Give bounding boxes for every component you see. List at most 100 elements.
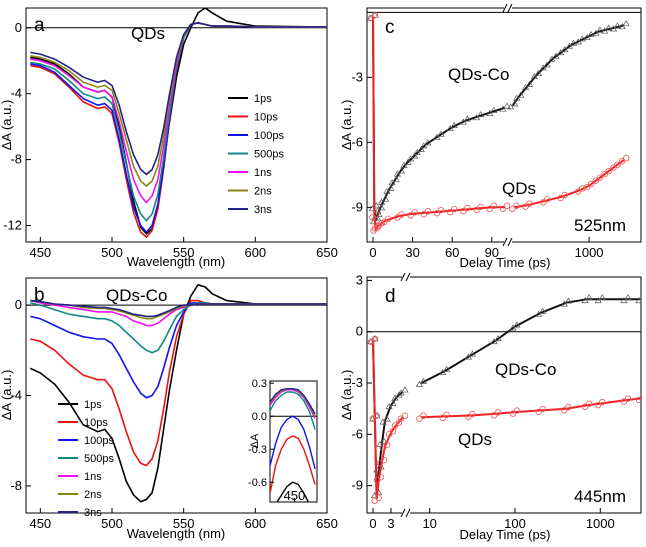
data-point-QDs bbox=[460, 207, 467, 215]
legend-label-10ps: 10ps bbox=[254, 112, 278, 124]
data-point-QDs bbox=[619, 157, 626, 165]
data-point-QDs-Co bbox=[388, 179, 396, 186]
data-point-QDs bbox=[439, 414, 446, 422]
panel-d-data bbox=[367, 294, 641, 505]
legend-label-2ns: 2ns bbox=[84, 489, 102, 501]
data-point-QDs bbox=[371, 497, 378, 505]
x-tick-label: 30 bbox=[405, 245, 419, 260]
data-point-QDs-Co bbox=[383, 415, 391, 422]
panel-d-xlabel: Delay Time (ps) bbox=[459, 527, 550, 542]
fit-line-QDs-1 bbox=[421, 397, 641, 419]
data-point-QDs-Co bbox=[401, 386, 409, 393]
fit-line-QDs-Co-0 bbox=[372, 16, 506, 221]
data-point-QDs-Co bbox=[417, 145, 425, 152]
data-point-QDs-Co bbox=[564, 297, 572, 304]
data-point-QDs-Co bbox=[420, 142, 428, 149]
panel-a-series-lines bbox=[30, 8, 327, 239]
data-point-QDs-Co bbox=[592, 29, 600, 36]
data-point-QDs-Co bbox=[513, 94, 521, 101]
x-tick-label: 650 bbox=[316, 516, 338, 531]
data-point-QDs-Co bbox=[419, 377, 428, 384]
data-point-QDs-Co bbox=[605, 24, 613, 31]
x-tick-label: 500 bbox=[101, 516, 123, 531]
data-point-QDs bbox=[371, 11, 379, 19]
panel-c-ylabel: ΔA (a.u.) bbox=[339, 100, 354, 151]
data-point-QDs-Co bbox=[539, 64, 547, 71]
data-point-QDs bbox=[465, 413, 472, 421]
x-tick-label: 0 bbox=[369, 516, 376, 531]
data-point-QDs bbox=[369, 214, 376, 221]
data-point-QDs bbox=[376, 459, 384, 467]
y-tick-label: -12 bbox=[3, 218, 22, 233]
y-tick-label: -8 bbox=[10, 478, 22, 493]
series-line-3ns bbox=[30, 299, 327, 318]
panel-c-annotation: 525nm bbox=[574, 216, 626, 235]
data-point-QDs bbox=[367, 338, 375, 345]
data-point-QDs-Co bbox=[404, 158, 412, 165]
data-point-QDs bbox=[561, 406, 568, 414]
data-point-QDs-Co bbox=[439, 368, 447, 375]
data-point-QDs bbox=[543, 196, 551, 203]
data-point-QDs bbox=[433, 209, 441, 217]
data-point-QDs bbox=[401, 412, 409, 419]
y-tick-label: -6 bbox=[351, 134, 363, 149]
data-point-QDs bbox=[561, 191, 568, 199]
data-point-QDs-Co bbox=[517, 91, 525, 98]
data-point-QDs-Co bbox=[543, 61, 551, 68]
panel-b: 450 500 550 600 650 0 -4 -8 b QDs-Co Wavelength… bbox=[0, 277, 338, 541]
data-point-QDs-Co bbox=[530, 72, 538, 80]
data-point-QDs-Co bbox=[415, 380, 424, 387]
data-point-QDs-Co bbox=[583, 33, 591, 41]
x-tick-label: 1000 bbox=[586, 516, 615, 531]
x-tick-label: 600 bbox=[244, 245, 266, 260]
data-point-QDs-Co bbox=[490, 338, 498, 345]
data-point-QDs-Co bbox=[534, 69, 542, 77]
panel-b-axes: 450 500 550 600 650 0 -4 -8 bbox=[10, 297, 337, 531]
inset-series-line-100ps bbox=[270, 415, 316, 470]
panel-b-letter: b bbox=[34, 285, 45, 306]
data-point-QDs-Co bbox=[459, 118, 468, 125]
data-point-QDs bbox=[469, 410, 476, 418]
y-tick-label: -9 bbox=[351, 478, 363, 493]
data-point-QDs-Co bbox=[373, 207, 382, 214]
axis-break-mark bbox=[502, 237, 508, 247]
legend-label-3ns: 3ns bbox=[84, 507, 102, 519]
x-tick-label: 10 bbox=[422, 516, 436, 531]
data-point-QDs bbox=[447, 208, 454, 216]
data-point-QDs bbox=[367, 14, 375, 22]
data-point-QDs bbox=[624, 395, 632, 402]
x-tick-label: 600 bbox=[244, 516, 266, 531]
data-point-QDs-Co bbox=[490, 106, 498, 113]
data-point-QDs bbox=[503, 202, 511, 210]
data-point-QDs-Co bbox=[391, 394, 399, 401]
data-point-QDs-Co bbox=[393, 170, 402, 177]
data-point-QDs-Co bbox=[381, 195, 390, 202]
x-tick-label: 450 bbox=[29, 516, 51, 531]
data-point-QDs-Co bbox=[406, 155, 415, 162]
data-point-QDs bbox=[490, 412, 498, 419]
panel-b-xlabel: Wavelength (nm) bbox=[127, 526, 226, 541]
y-tick-label: -3 bbox=[351, 69, 363, 84]
data-point-QDs bbox=[581, 403, 589, 410]
data-point-QDs bbox=[509, 205, 516, 213]
data-point-QDs-Co bbox=[374, 215, 382, 222]
data-point-QDs-Co bbox=[395, 391, 403, 398]
data-point-QDs-Co bbox=[380, 437, 388, 444]
legend-label-100ps: 100ps bbox=[254, 130, 284, 142]
data-point-QDs-Co bbox=[494, 335, 502, 342]
data-point-QDs-Co bbox=[507, 103, 515, 110]
x-tick-label: 500 bbox=[101, 245, 123, 260]
data-point-QDs bbox=[639, 394, 641, 400]
data-point-QDs bbox=[416, 415, 423, 422]
inset-y-tick-label: 0.3 bbox=[252, 378, 267, 390]
data-point-QDs-Co bbox=[560, 300, 568, 307]
data-point-QDs bbox=[579, 185, 586, 192]
data-point-QDs-Co bbox=[463, 115, 472, 122]
axis-break-mark bbox=[405, 272, 411, 282]
series-line-2ns bbox=[30, 21, 327, 188]
legend-label-100ps: 100ps bbox=[84, 435, 114, 447]
data-point-QDs bbox=[599, 398, 606, 406]
panel-a-frame bbox=[25, 7, 328, 243]
x-tick-label: 550 bbox=[173, 245, 195, 260]
data-point-QDs bbox=[513, 407, 521, 414]
